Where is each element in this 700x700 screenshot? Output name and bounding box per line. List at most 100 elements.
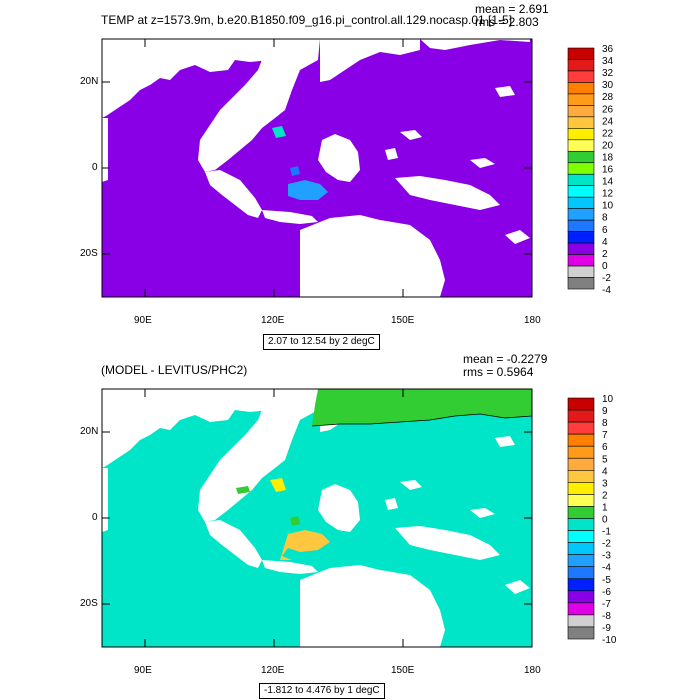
colorbar-label: 22 — [602, 128, 614, 139]
panel2-ytick-20N: 20N — [80, 426, 99, 437]
colorbar-label: 32 — [602, 68, 614, 79]
colorbar-label: 16 — [602, 165, 614, 176]
colorbar-box — [567, 518, 595, 531]
colorbar-label: 5 — [602, 454, 608, 465]
colorbar-box — [567, 590, 595, 604]
colorbar-label: -10 — [602, 635, 617, 646]
panel2-mean: mean = -0.2279 — [463, 352, 548, 366]
colorbar-label: -1 — [602, 527, 611, 538]
panel1-plot-area — [101, 38, 533, 298]
colorbar-label: 1 — [602, 502, 608, 513]
colorbar-label: -5 — [602, 575, 611, 586]
colorbar-box — [567, 614, 595, 628]
colorbar-box — [567, 578, 595, 592]
panel2-xtick-180: 180 — [524, 665, 541, 676]
panel1-ytick-20S: 20S — [80, 248, 98, 259]
colorbar-label: 9 — [602, 406, 608, 417]
colorbar-box — [567, 554, 595, 568]
panel2-patch-banda — [280, 530, 330, 560]
panel2-xtick-90E: 90E — [134, 665, 152, 676]
colorbar-label: -6 — [602, 587, 611, 598]
panel2-rms: rms = 0.5964 — [463, 365, 534, 379]
colorbar-box — [567, 457, 595, 471]
colorbar-box — [567, 530, 595, 543]
colorbar-label: 4 — [602, 466, 608, 477]
colorbar-label: 3 — [602, 478, 608, 489]
panel2-patch-green-small — [236, 486, 250, 494]
colorbar-label: 24 — [602, 116, 614, 127]
colorbar-label: 12 — [602, 189, 614, 200]
colorbar-label: 26 — [602, 104, 614, 115]
colorbar-box — [567, 542, 595, 555]
panel2-contour-info: -1.812 to 4.476 by 1 degC — [259, 683, 385, 699]
panel2-plot-area — [101, 388, 533, 648]
colorbar-label: 7 — [602, 430, 608, 441]
panel2-title: (MODEL - LEVITUS/PHC2) — [101, 363, 248, 377]
panel1-land — [102, 39, 530, 297]
colorbar-box — [567, 566, 595, 580]
colorbar-box — [567, 277, 595, 290]
colorbar-label: 2 — [602, 249, 608, 260]
panel1-patch-banda-2 — [288, 180, 328, 200]
colorbar-label: 20 — [602, 140, 614, 151]
panel2-patch-scs — [270, 478, 286, 492]
colorbar-label: -3 — [602, 551, 611, 562]
colorbar-box — [567, 482, 595, 495]
colorbar-box — [567, 445, 595, 459]
panel1-ticks — [102, 39, 532, 297]
panel1-rms: rms = 2.803 — [475, 15, 539, 29]
colorbar-box — [567, 397, 595, 411]
colorbar-label: -8 — [602, 611, 611, 622]
panel1-contour-info: 2.07 to 12.54 by 2 degC — [263, 334, 380, 350]
colorbar-box — [567, 433, 595, 447]
colorbar-label: 36 — [602, 44, 614, 55]
colorbar-label: 10 — [602, 201, 614, 212]
panel2-xtick-120E: 120E — [261, 665, 285, 676]
panel1-xtick-120E: 120E — [261, 315, 285, 326]
colorbar-label: -2 — [602, 273, 611, 284]
panel2-xtick-150E: 150E — [391, 665, 415, 676]
panel1-xtick-90E: 90E — [134, 315, 152, 326]
panel2-contour-line — [311, 413, 533, 427]
panel1-ytick-20N: 20N — [80, 76, 99, 87]
panel2-ticks — [102, 389, 532, 647]
colorbar-label: 6 — [602, 225, 608, 236]
colorbar-box — [567, 626, 595, 640]
colorbar-label: 30 — [602, 80, 614, 91]
panel1-patch-banda-1 — [290, 166, 300, 176]
colorbar-box — [567, 494, 595, 507]
colorbar-label: 0 — [602, 261, 608, 272]
colorbar-box — [567, 409, 595, 423]
colorbar-box — [567, 421, 595, 435]
colorbar-box — [567, 602, 595, 616]
colorbar-label: -2 — [602, 539, 611, 550]
colorbar-label: 14 — [602, 177, 614, 188]
colorbar-label: 10 — [602, 394, 614, 405]
colorbar-label: 28 — [602, 92, 614, 103]
colorbar-label: -9 — [602, 623, 611, 634]
panel1-xtick-180: 180 — [524, 315, 541, 326]
panel1-title: TEMP at z=1573.9m, b.e20.B1850.f09_g16.p… — [101, 13, 513, 27]
panel2-patch-green-small-2 — [290, 516, 300, 526]
colorbar-label: -4 — [602, 285, 611, 296]
colorbar-box — [567, 469, 595, 483]
panel1-patch-scs — [272, 126, 286, 138]
panel1-mean: mean = 2.691 — [475, 2, 549, 16]
colorbar-label: 6 — [602, 442, 608, 453]
colorbar-label: -7 — [602, 599, 611, 610]
colorbar-label: 34 — [602, 56, 614, 67]
panel2-ytick-0: 0 — [92, 512, 98, 523]
colorbar-label: 0 — [602, 515, 608, 526]
colorbar-label: 18 — [602, 152, 614, 163]
colorbar-box — [567, 506, 595, 519]
colorbar-label: 8 — [602, 418, 608, 429]
colorbar-label: 4 — [602, 237, 608, 248]
colorbar-label: -4 — [602, 563, 611, 574]
panel1-xtick-150E: 150E — [391, 315, 415, 326]
panel2-ytick-20S: 20S — [80, 598, 98, 609]
colorbar-label: 8 — [602, 213, 608, 224]
